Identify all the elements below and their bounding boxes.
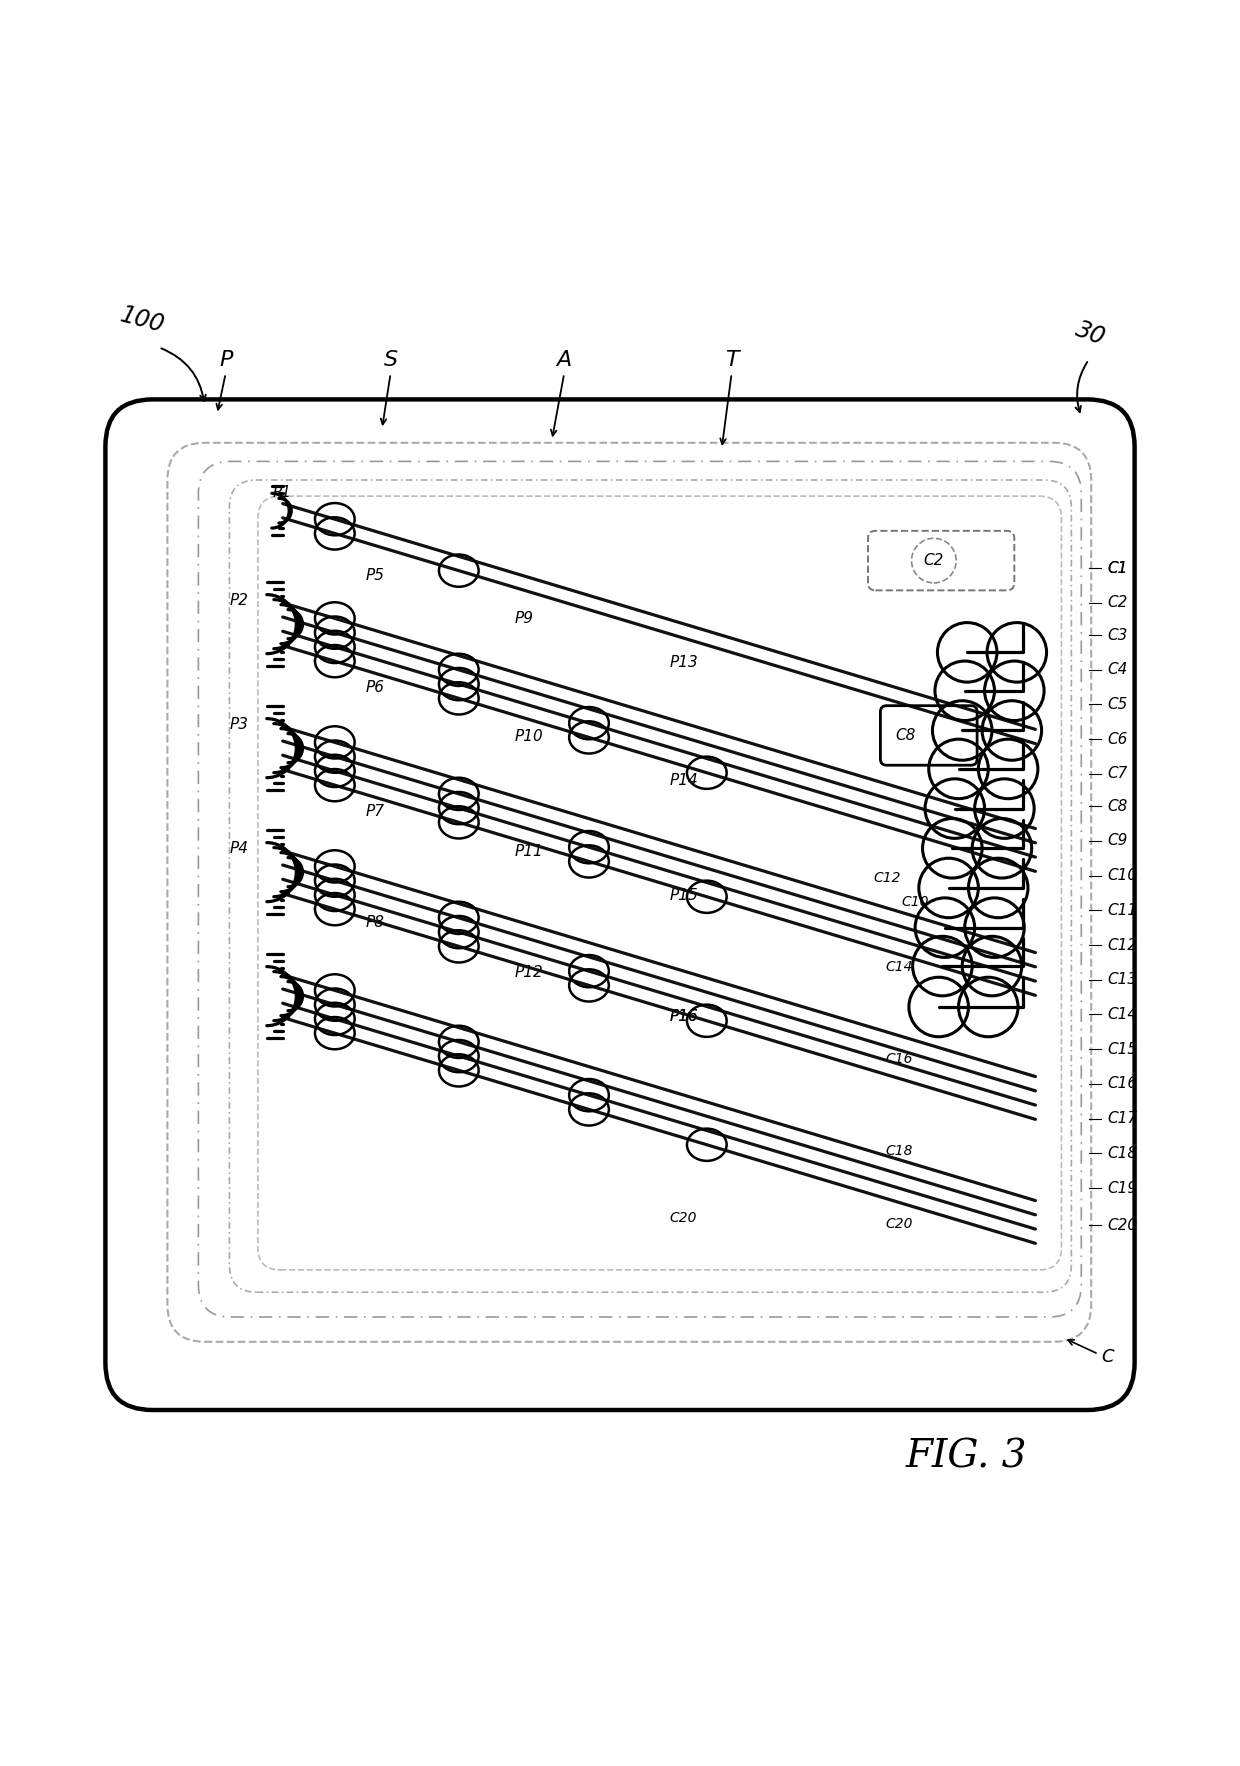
Text: P4: P4: [229, 841, 248, 857]
Text: C9: C9: [1107, 834, 1127, 848]
Text: 30: 30: [1073, 316, 1109, 350]
Text: FIG. 3: FIG. 3: [905, 1439, 1027, 1476]
Text: A: A: [557, 350, 572, 369]
Text: C2: C2: [924, 553, 944, 569]
Text: P16: P16: [670, 1010, 698, 1024]
Text: C20: C20: [670, 1211, 697, 1226]
Text: P15: P15: [670, 888, 698, 902]
Text: 100: 100: [118, 302, 167, 337]
Text: C14: C14: [885, 961, 913, 975]
Text: P13: P13: [670, 655, 698, 669]
Text: C7: C7: [1107, 766, 1127, 781]
Text: C13: C13: [1107, 973, 1137, 987]
Text: P1: P1: [273, 486, 291, 500]
Text: P8: P8: [366, 915, 384, 931]
Text: C16: C16: [885, 1053, 913, 1067]
Text: P11: P11: [515, 844, 543, 860]
Text: P9: P9: [515, 611, 533, 627]
Text: P3: P3: [229, 717, 248, 731]
Text: C1: C1: [1107, 560, 1127, 576]
Text: C1: C1: [1107, 560, 1127, 576]
Text: C4: C4: [1107, 662, 1127, 676]
Text: C20: C20: [885, 1217, 913, 1231]
Text: P: P: [219, 350, 232, 369]
Text: P16: P16: [670, 1010, 698, 1024]
Text: C3: C3: [1107, 627, 1127, 643]
Text: C10: C10: [1107, 869, 1137, 883]
Text: S: S: [383, 350, 398, 369]
Text: C6: C6: [1107, 731, 1127, 747]
Text: C11: C11: [1107, 902, 1137, 918]
Text: C18: C18: [885, 1144, 913, 1158]
Text: C12: C12: [873, 871, 900, 885]
Text: C5: C5: [1107, 698, 1127, 712]
Text: C8: C8: [1107, 798, 1127, 814]
Text: C2: C2: [1107, 595, 1127, 611]
Text: P10: P10: [515, 729, 543, 743]
Text: P5: P5: [366, 569, 384, 583]
Text: C10: C10: [901, 895, 929, 908]
Text: C20: C20: [1107, 1219, 1137, 1233]
Text: C16: C16: [1107, 1077, 1137, 1091]
Text: C12: C12: [1107, 938, 1137, 952]
Text: P7: P7: [366, 804, 384, 819]
FancyBboxPatch shape: [105, 399, 1135, 1409]
Text: T: T: [725, 350, 738, 369]
Text: C14: C14: [1107, 1007, 1137, 1023]
Text: C17: C17: [1107, 1111, 1137, 1127]
Text: C19: C19: [1107, 1180, 1137, 1196]
Text: C15: C15: [1107, 1042, 1137, 1056]
Text: P2: P2: [229, 593, 248, 608]
Text: P12: P12: [515, 964, 543, 980]
Text: P14: P14: [670, 772, 698, 788]
Text: C: C: [1101, 1347, 1114, 1365]
Text: P6: P6: [366, 680, 384, 694]
Text: C18: C18: [1107, 1146, 1137, 1160]
Text: C8: C8: [895, 728, 915, 743]
